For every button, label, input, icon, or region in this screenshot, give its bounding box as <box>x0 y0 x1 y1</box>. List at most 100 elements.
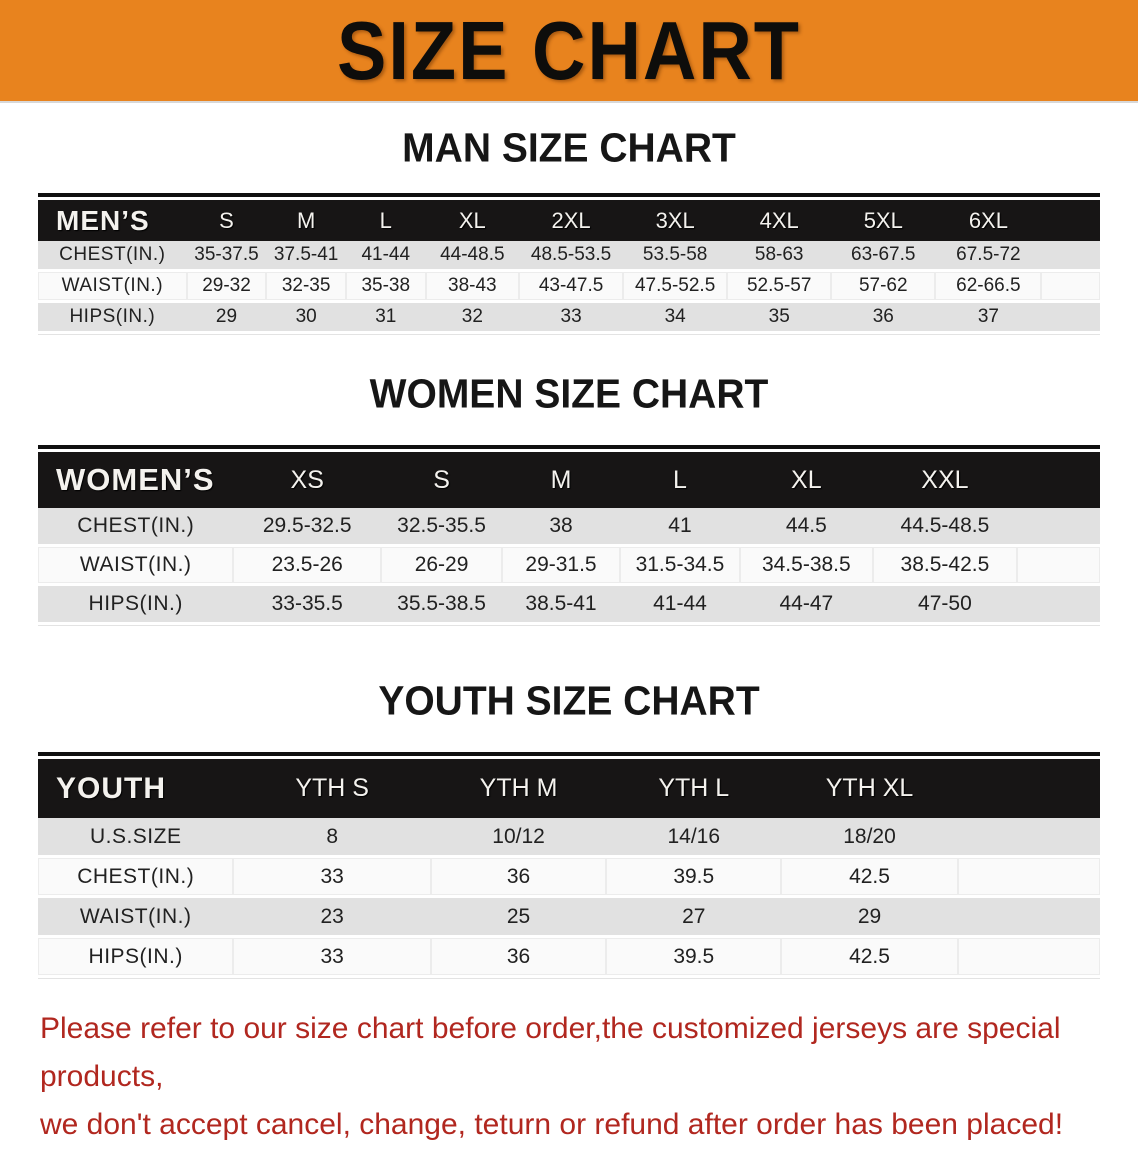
men-size-cell: 44-48.5 <box>425 241 520 272</box>
men-size-cell: 48.5-53.5 <box>519 241 624 272</box>
women-column-header-4: XL <box>739 452 873 508</box>
spacer-cell <box>957 938 1100 978</box>
men-size-cell: 32 <box>425 303 520 334</box>
size-sections: MAN SIZE CHART MEN’S S M L XL 2XL 3XL 4XL 5XL 6XL C… <box>0 125 1138 979</box>
spacer-cell <box>1017 508 1100 547</box>
spacer-cell <box>1041 241 1100 272</box>
youth-size-cell: 10/12 <box>430 818 607 858</box>
men-size-cell: 30 <box>266 303 346 334</box>
men-size-cell: 43-47.5 <box>519 272 624 303</box>
youth-size-cell: 42.5 <box>781 858 958 898</box>
men-table-row-1: WAIST(IN.) 29-32 32-35 35-38 38-43 43-47.5 47.… <box>38 272 1100 303</box>
youth-table-row-3: HIPS(IN.) 33 36 39.5 42.5 <box>38 938 1100 978</box>
men-column-header-7: 5XL <box>831 200 936 241</box>
women-column-header-0: XS <box>233 452 382 508</box>
women-section-heading: WOMEN SIZE CHART <box>369 371 769 418</box>
men-column-header-0: S <box>186 200 267 241</box>
men-header-row: MEN’S S M L XL 2XL 3XL 4XL 5XL 6XL <box>38 200 1100 241</box>
disclaimer-line-1: Please refer to our size chart before or… <box>40 1012 1061 1093</box>
youth-row-label-3: HIPS(IN.) <box>38 938 234 978</box>
women-row-label-1: WAIST(IN.) <box>38 547 234 586</box>
women-size-cell: 47-50 <box>872 586 1018 625</box>
men-size-cell: 36 <box>831 303 936 334</box>
page-title: SIZE CHART <box>337 3 801 97</box>
men-column-header-2: L <box>345 200 426 241</box>
men-row-label-2: HIPS(IN.) <box>38 303 187 334</box>
men-column-header-8: 6XL <box>935 200 1042 241</box>
spacer-cell <box>957 818 1100 858</box>
men-table-row-0: CHEST(IN.) 35-37.5 37.5-41 41-44 44-48.5 48.5… <box>38 241 1100 272</box>
women-header-row: WOMEN’S XS S M L XL XXL <box>38 452 1100 508</box>
men-size-cell: 41-44 <box>345 241 426 272</box>
women-row-label-2: HIPS(IN.) <box>38 586 234 625</box>
youth-table-row-1: CHEST(IN.) 33 36 39.5 42.5 <box>38 858 1100 898</box>
men-size-cell: 35-38 <box>345 272 426 303</box>
youth-size-cell: 36 <box>430 858 607 898</box>
men-size-cell: 32-35 <box>266 272 346 303</box>
men-column-header-3: XL <box>425 200 520 241</box>
youth-size-cell: 36 <box>430 938 607 978</box>
men-size-cell: 29 <box>186 303 267 334</box>
spacer-cell <box>957 898 1100 938</box>
men-table-wrap: MEN’S S M L XL 2XL 3XL 4XL 5XL 6XL CHEST(IN.) 35-37… <box>38 193 1100 335</box>
men-table-row-2: HIPS(IN.) 29 30 31 32 33 34 35 36 37 <box>38 303 1100 334</box>
men-size-cell: 53.5-58 <box>623 241 728 272</box>
spacer-cell <box>957 759 1100 818</box>
youth-group-label: YOUTH <box>38 759 234 818</box>
women-table-row-0: CHEST(IN.) 29.5-32.5 32.5-35.5 38 41 44.5 44.5… <box>38 508 1100 547</box>
youth-column-header-0: YTH S <box>233 759 431 818</box>
men-size-cell: 63-67.5 <box>831 241 936 272</box>
men-section-heading: MAN SIZE CHART <box>402 125 736 172</box>
youth-size-cell: 42.5 <box>781 938 958 978</box>
youth-size-cell: 33 <box>233 938 431 978</box>
women-size-cell: 33-35.5 <box>233 586 382 625</box>
women-size-cell: 41-44 <box>619 586 740 625</box>
youth-column-header-2: YTH L <box>606 759 782 818</box>
youth-header-row: YOUTH YTH S YTH M YTH L YTH XL <box>38 759 1100 818</box>
men-size-cell: 33 <box>519 303 624 334</box>
men-size-cell: 35 <box>727 303 832 334</box>
women-size-cell: 35.5-38.5 <box>381 586 503 625</box>
women-size-cell: 34.5-38.5 <box>739 547 873 586</box>
women-size-cell: 29.5-32.5 <box>233 508 382 547</box>
youth-table-row-0: U.S.SIZE 8 10/12 14/16 18/20 <box>38 818 1100 858</box>
spacer-cell <box>1017 452 1100 508</box>
youth-table-row-2: WAIST(IN.) 23 25 27 29 <box>38 898 1100 938</box>
youth-row-label-0: U.S.SIZE <box>38 818 234 858</box>
youth-size-cell: 27 <box>606 898 782 938</box>
women-size-cell: 44.5 <box>739 508 873 547</box>
spacer-cell <box>1041 272 1100 303</box>
spacer-cell <box>1017 586 1100 625</box>
men-row-label-1: WAIST(IN.) <box>38 272 187 303</box>
men-size-cell: 29-32 <box>186 272 267 303</box>
women-size-cell: 32.5-35.5 <box>381 508 503 547</box>
women-size-cell: 44-47 <box>739 586 873 625</box>
men-size-cell: 67.5-72 <box>935 241 1042 272</box>
men-size-cell: 62-66.5 <box>935 272 1042 303</box>
women-size-cell: 23.5-26 <box>233 547 382 586</box>
youth-size-cell: 29 <box>781 898 958 938</box>
women-size-cell: 44.5-48.5 <box>872 508 1018 547</box>
spacer-cell <box>1017 547 1100 586</box>
men-column-header-5: 3XL <box>623 200 728 241</box>
women-group-label: WOMEN’S <box>38 452 234 508</box>
youth-size-cell: 14/16 <box>606 818 782 858</box>
disclaimer: Please refer to our size chart before or… <box>40 1005 1100 1149</box>
men-group-label: MEN’S <box>38 200 187 241</box>
youth-size-cell: 33 <box>233 858 431 898</box>
men-column-header-4: 2XL <box>519 200 624 241</box>
men-column-header-1: M <box>266 200 346 241</box>
women-size-cell: 38 <box>502 508 620 547</box>
spacer-cell <box>1041 200 1100 241</box>
youth-size-cell: 25 <box>430 898 607 938</box>
youth-size-cell: 18/20 <box>781 818 958 858</box>
men-size-cell: 31 <box>345 303 426 334</box>
youth-section-heading: YOUTH SIZE CHART <box>378 678 760 725</box>
men-size-cell: 34 <box>623 303 728 334</box>
men-row-label-0: CHEST(IN.) <box>38 241 187 272</box>
women-column-header-5: XXL <box>872 452 1018 508</box>
women-table-row-1: WAIST(IN.) 23.5-26 26-29 29-31.5 31.5-34.5 34… <box>38 547 1100 586</box>
men-size-cell: 57-62 <box>831 272 936 303</box>
size-section-women: WOMEN SIZE CHART WOMEN’S XS S M L XL XXL CHEST(I… <box>0 371 1138 626</box>
